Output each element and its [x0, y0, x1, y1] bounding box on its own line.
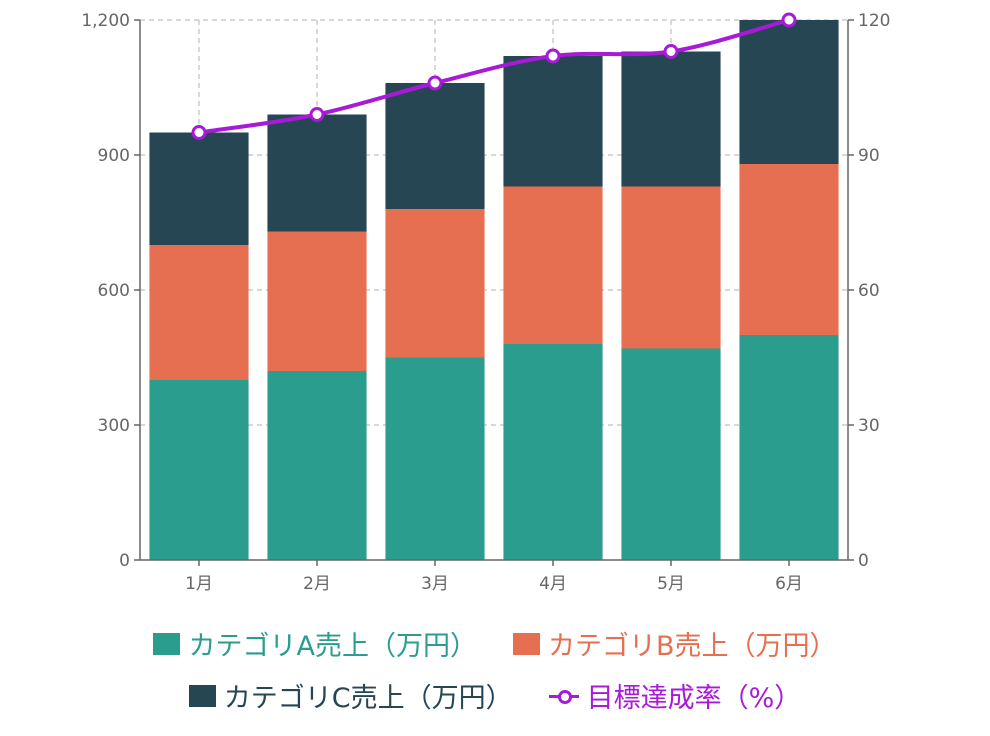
achievement-rate-point-1	[191, 125, 207, 140]
legend-row-2: カテゴリC売上（万円） 目標達成率（%）	[0, 676, 990, 715]
legend-item-category-a[interactable]: カテゴリA売上（万円）	[153, 624, 477, 663]
right-tick-label: 0	[858, 551, 869, 571]
legend-swatch-category-c	[188, 684, 216, 707]
chart: 0 300 600 900 1,200 0 30 60 90 120 1月 2月 3月 4月 5月 6月	[81, 11, 890, 594]
achievement-rate-line	[198, 18, 790, 135]
bar-series2-4	[503, 186, 603, 344]
bar-series1-2	[267, 371, 367, 560]
bar-series1-3	[385, 357, 485, 560]
bar-series1-4	[503, 344, 603, 560]
right-tick-label: 60	[858, 281, 880, 301]
legend-swatch-category-a	[153, 632, 181, 655]
bar-series1-6	[739, 335, 839, 560]
left-tick-label: 1,200	[81, 11, 130, 31]
left-tick-label: 0	[119, 551, 130, 571]
x-tick-label: 1月	[185, 574, 213, 594]
legend-label-category-a: カテゴリA売上（万円）	[188, 631, 477, 662]
achievement-rate-point-5	[663, 44, 679, 59]
bar-series3-5	[621, 51, 721, 187]
left-tick-label: 900	[98, 146, 130, 166]
bar-series3-6	[739, 20, 839, 164]
x-tick-label: 5月	[657, 574, 685, 594]
achievement-rate-point-6	[781, 12, 797, 28]
bar-series2-3	[385, 209, 485, 358]
bar-series2-5	[621, 186, 721, 349]
achievement-rate-point-4	[545, 48, 561, 64]
bar-series2-2	[267, 231, 367, 371]
legend-item-category-b[interactable]: カテゴリB売上（万円）	[512, 624, 837, 663]
bar-series2-6	[739, 164, 839, 335]
bar-series1-5	[621, 348, 721, 560]
x-tick-label: 2月	[303, 574, 331, 594]
legend-label-category-b: カテゴリB売上（万円）	[547, 631, 837, 662]
right-tick-label: 30	[858, 416, 880, 436]
achievement-rate-point-3	[427, 75, 443, 91]
achievement-rate-point-2	[309, 107, 325, 122]
x-tick-label: 6月	[775, 574, 803, 594]
legend-item-achievement-rate[interactable]: 目標達成率（%）	[548, 676, 802, 715]
bar-series3-4	[503, 56, 603, 187]
left-tick-label: 600	[98, 281, 130, 301]
legend-label-achievement-rate: 目標達成率（%）	[586, 683, 802, 714]
right-tick-label: 120	[858, 11, 890, 31]
bar-series3-1	[149, 132, 249, 245]
legend-line-marker-icon	[548, 685, 579, 707]
x-tick-label: 4月	[539, 574, 567, 594]
right-tick-label: 90	[858, 146, 880, 166]
legend-row-1: カテゴリA売上（万円） カテゴリB売上（万円）	[0, 624, 990, 663]
x-tick-label: 3月	[421, 574, 449, 594]
left-tick-label: 300	[98, 416, 130, 436]
legend-item-category-c[interactable]: カテゴリC売上（万円）	[188, 676, 513, 715]
bar-series3-2	[267, 114, 367, 232]
legend-label-category-c: カテゴリC売上（万円）	[223, 683, 513, 714]
bar-series2-1	[149, 245, 249, 380]
bar-series1-1	[149, 380, 249, 560]
legend-swatch-category-b	[512, 632, 540, 655]
bar-series3-3	[385, 83, 485, 209]
